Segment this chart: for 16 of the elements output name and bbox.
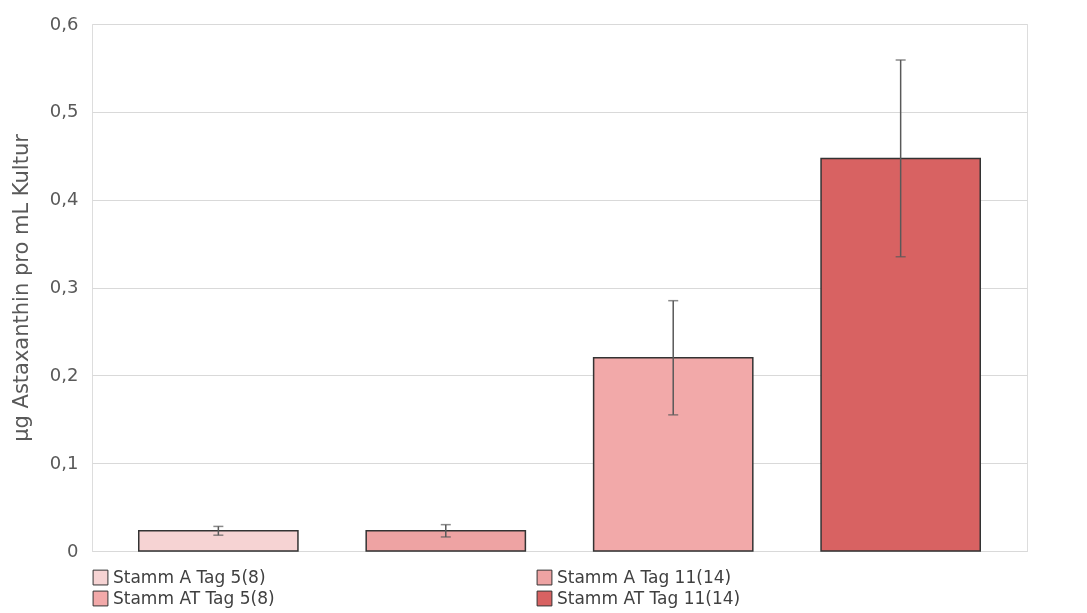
y-tick-label: 0,4 [49, 188, 79, 210]
legend-label: Stamm AT Tag 5(8) [113, 587, 275, 608]
y-tick-label: 0,2 [49, 363, 79, 385]
y-tick-label: 0 [67, 539, 79, 561]
y-tick-label: 0,6 [49, 12, 79, 34]
legend-label: Stamm A Tag 5(8) [113, 566, 266, 587]
bar [820, 157, 981, 552]
legend-label: Stamm A Tag 11(14) [557, 566, 732, 587]
legend-label: Stamm AT Tag 11(14) [557, 587, 741, 608]
y-tick-label: 0,1 [49, 451, 79, 473]
y-axis-title: µg Astaxanthin pro mL Kultur [8, 133, 33, 442]
bar [138, 530, 299, 552]
bar [365, 530, 527, 552]
y-tick-label: 0,5 [49, 100, 79, 122]
bar [592, 357, 754, 552]
y-tick-label: 0,3 [49, 276, 79, 297]
